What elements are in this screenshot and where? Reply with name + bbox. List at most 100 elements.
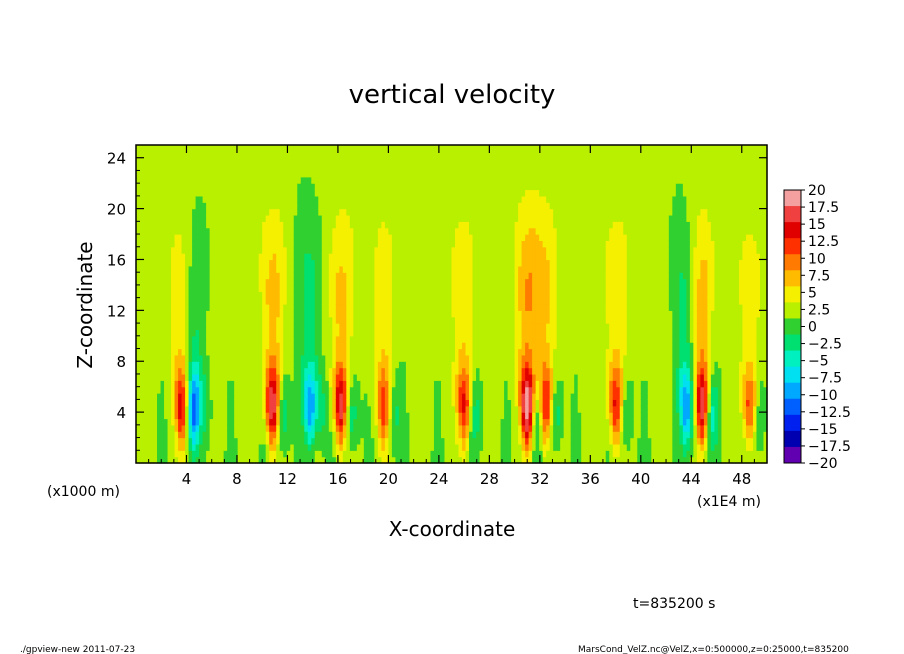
heatmap-cell — [276, 399, 281, 407]
heatmap-cell — [150, 170, 155, 178]
heatmap-cell — [440, 202, 446, 210]
heatmap-cell — [195, 393, 200, 400]
heatmap-cell — [171, 367, 176, 375]
heatmap-cell — [465, 157, 470, 165]
heatmap-cell — [258, 183, 263, 191]
heatmap-cell — [272, 145, 277, 152]
heatmap-cell — [143, 393, 148, 400]
heatmap-cell — [248, 412, 253, 420]
heatmap-cell — [220, 373, 225, 381]
heatmap-cell — [164, 393, 169, 400]
heatmap-cell — [339, 221, 344, 229]
heatmap-cell — [440, 284, 446, 292]
heatmap-cell — [139, 234, 144, 241]
heatmap-cell — [483, 304, 488, 311]
heatmap-cell — [220, 157, 225, 165]
heatmap-cell — [318, 323, 323, 331]
heatmap-cell — [206, 424, 211, 432]
heatmap-cell — [311, 354, 316, 362]
heatmap-cell — [356, 189, 361, 197]
heatmap-cell — [416, 297, 421, 305]
heatmap-cell — [430, 265, 435, 273]
heatmap-cell — [328, 443, 333, 451]
heatmap-cell — [167, 240, 172, 248]
heatmap-cell — [248, 151, 253, 159]
heatmap-cell — [223, 450, 228, 458]
heatmap-cell — [160, 297, 165, 305]
heatmap-cell — [426, 450, 432, 458]
heatmap-cell — [181, 310, 186, 318]
heatmap-cell — [483, 164, 488, 172]
heatmap-cell — [381, 246, 386, 254]
heatmap-cell — [374, 316, 379, 324]
heatmap-cell — [325, 380, 330, 388]
heatmap-cell — [202, 246, 207, 254]
heatmap-cell — [230, 221, 235, 229]
heatmap-cell — [458, 278, 463, 286]
heatmap-cell — [300, 208, 305, 216]
heatmap-cell — [430, 183, 435, 191]
heatmap-cell — [195, 329, 200, 337]
heatmap-cell — [398, 240, 404, 248]
heatmap-cell — [395, 183, 400, 191]
heatmap-cell — [455, 431, 460, 439]
heatmap-cell — [346, 227, 351, 235]
heatmap-cell — [202, 227, 207, 235]
heatmap-cell — [216, 450, 221, 458]
heatmap-cell — [272, 405, 277, 413]
heatmap-cell — [367, 373, 372, 381]
heatmap-cell — [164, 323, 169, 331]
heatmap-cell — [377, 373, 382, 381]
heatmap-cell — [339, 157, 344, 165]
heatmap-cell — [346, 424, 351, 432]
heatmap-cell — [244, 335, 249, 343]
heatmap-cell — [465, 335, 470, 343]
heatmap-cell — [241, 367, 246, 375]
heatmap-cell — [272, 412, 277, 420]
heatmap-cell — [423, 278, 428, 286]
heatmap-cell — [332, 157, 337, 165]
heatmap-cell — [433, 297, 439, 305]
heatmap-cell — [181, 291, 186, 299]
heatmap-cell — [398, 348, 404, 356]
heatmap-cell — [353, 437, 358, 445]
heatmap-cell — [174, 367, 179, 375]
heatmap-cell — [476, 437, 481, 445]
heatmap-cell — [462, 189, 467, 197]
heatmap-cell — [139, 246, 144, 254]
heatmap-cell — [395, 361, 400, 369]
heatmap-cell — [339, 189, 344, 197]
heatmap-cell — [297, 259, 302, 267]
heatmap-cell — [377, 157, 382, 165]
heatmap-cell — [451, 386, 456, 394]
heatmap-cell — [206, 259, 211, 267]
heatmap-cell — [216, 393, 221, 400]
heatmap-cell — [139, 164, 144, 172]
heatmap-cell — [248, 367, 253, 375]
heatmap-cell — [143, 367, 148, 375]
heatmap-cell — [192, 418, 197, 426]
heatmap-cell — [153, 195, 158, 203]
heatmap-cell — [430, 361, 435, 369]
heatmap-cell — [304, 265, 309, 273]
heatmap-cell — [300, 164, 305, 172]
heatmap-cell — [412, 450, 418, 458]
heatmap-cell — [195, 310, 200, 318]
heatmap-cell — [251, 240, 256, 248]
heatmap-cell — [255, 297, 260, 305]
heatmap-cell — [272, 221, 277, 229]
heatmap-cell — [370, 418, 375, 426]
heatmap-cell — [405, 424, 411, 432]
heatmap-cell — [356, 424, 361, 432]
heatmap-cell — [258, 405, 263, 413]
heatmap-cell — [136, 335, 141, 343]
heatmap-cell — [265, 393, 270, 400]
heatmap-cell — [412, 278, 418, 286]
heatmap-cell — [185, 195, 190, 203]
heatmap-cell — [321, 323, 326, 331]
heatmap-cell — [370, 335, 375, 343]
heatmap-cell — [483, 195, 488, 203]
heatmap-cell — [286, 170, 291, 178]
heatmap-cell — [377, 329, 382, 337]
heatmap-cell — [188, 373, 193, 381]
